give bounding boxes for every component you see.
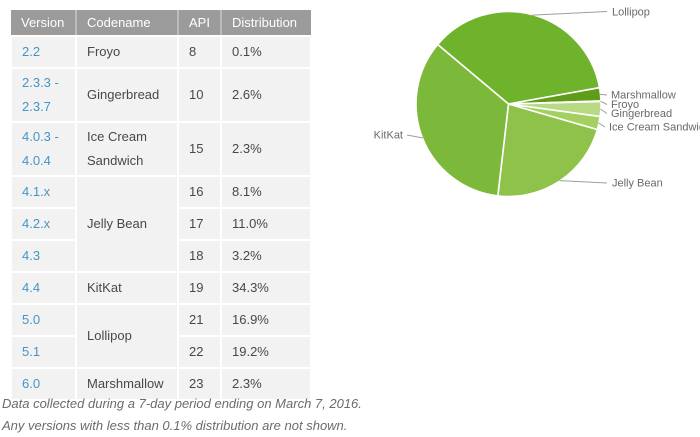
distribution-cell: 11.0% xyxy=(220,207,312,241)
pie-label-gingerbread: Gingerbread xyxy=(611,108,672,120)
table-row: 5.1 22 19.2% xyxy=(10,335,312,369)
pie-label-ice-cream-sandwich: Ice Cream Sandwich xyxy=(609,122,700,134)
distribution-cell: 2.3% xyxy=(220,121,312,177)
version-cell: 5.1 xyxy=(10,335,77,369)
table-row: 4.3 18 3.2% xyxy=(10,239,312,273)
api-cell: 8 xyxy=(177,35,222,69)
version-link[interactable]: 6.0 xyxy=(22,376,41,391)
version-cell: 4.2.x xyxy=(10,207,77,241)
codename-cell: Jelly Bean xyxy=(75,175,179,273)
pie-label-froyo: Froyo xyxy=(611,99,639,111)
column-header-version: Version xyxy=(11,10,76,37)
footnote-period: Data collected during a 7-day period end… xyxy=(2,396,362,411)
pie-leader-kitkat xyxy=(406,134,424,139)
api-cell: 17 xyxy=(177,207,222,241)
version-link[interactable]: 5.0 xyxy=(22,312,41,327)
pie-label-lollipop: Lollipop xyxy=(612,7,650,19)
table-row: 5.0 Lollipop 21 16.9% xyxy=(10,303,312,369)
column-header-codename: Codename xyxy=(75,10,178,37)
api-cell: 15 xyxy=(177,121,222,177)
api-cell: 10 xyxy=(177,67,222,123)
version-cell: 4.4 xyxy=(10,271,77,305)
version-cell: 2.3.3 - 2.3.7 xyxy=(10,67,77,123)
api-cell: 16 xyxy=(177,175,222,209)
footnote-threshold: Any versions with less than 0.1% distrib… xyxy=(2,418,348,433)
table-row: 4.2.x 17 11.0% xyxy=(10,207,312,241)
version-link[interactable]: 4.1.x xyxy=(22,184,51,199)
version-link[interactable]: 4.4 xyxy=(22,280,41,295)
table-row: 4.4 KitKat 19 34.3% xyxy=(10,271,312,305)
api-cell: 21 xyxy=(177,303,222,337)
version-cell: 4.3 xyxy=(10,239,77,273)
version-link[interactable]: 4.2.x xyxy=(22,216,51,231)
distribution-cell: 0.1% xyxy=(220,35,312,69)
table-row: 2.3.3 - 2.3.7 Gingerbread 10 2.6% xyxy=(10,67,312,123)
codename-cell: KitKat xyxy=(75,271,179,305)
api-cell: 19 xyxy=(177,271,222,305)
distribution-cell: 3.2% xyxy=(220,239,312,273)
version-cell: 6.0 xyxy=(10,367,77,401)
version-link[interactable]: 2.2 xyxy=(22,44,41,59)
version-link[interactable]: 4.0.3 - 4.0.4 xyxy=(22,129,59,168)
pie-leader-gingerbread xyxy=(600,108,608,114)
pie-label-kitkat: KitKat xyxy=(374,130,403,142)
table-header-row: Version Codename API Distribution xyxy=(11,10,311,37)
api-cell: 22 xyxy=(177,335,222,369)
column-header-api: API xyxy=(177,10,221,37)
pie-label-marshmallow: Marshmallow xyxy=(611,90,676,102)
pie-label-jelly-bean: Jelly Bean xyxy=(612,178,663,190)
distribution-cell: 8.1% xyxy=(220,175,312,209)
version-cell: 5.0 xyxy=(10,303,77,337)
table-row: 4.0.3 - 4.0.4 Ice Cream Sandwich 15 2.3% xyxy=(10,121,312,177)
version-link[interactable]: 5.1 xyxy=(22,344,41,359)
distribution-cell: 16.9% xyxy=(220,303,312,337)
column-header-distribution: Distribution xyxy=(220,10,311,37)
distribution-cell: 2.3% xyxy=(220,367,312,401)
pie-leader-jelly-bean xyxy=(559,180,608,184)
table-row: 6.0 Marshmallow 23 2.3% xyxy=(10,367,312,401)
api-cell: 18 xyxy=(177,239,222,273)
api-cell: 23 xyxy=(177,367,222,401)
table-row: 2.2 Froyo 8 0.1% xyxy=(10,35,312,69)
table-row: 4.1.x Jelly Bean 16 8.1% xyxy=(10,175,312,273)
pie-leader-froyo xyxy=(600,100,608,105)
pie-leader-ice-cream-sandwich xyxy=(598,122,606,128)
distribution-cell: 19.2% xyxy=(220,335,312,369)
version-cell: 4.1.x xyxy=(10,175,77,209)
codename-cell: Gingerbread xyxy=(75,67,179,123)
version-link[interactable]: 2.3.3 - 2.3.7 xyxy=(22,75,59,114)
distribution-cell: 34.3% xyxy=(220,271,312,305)
version-cell: 2.2 xyxy=(10,35,77,69)
codename-cell: Froyo xyxy=(75,35,179,69)
android-distribution-table: Version Codename API Distribution 2.2 Fr… xyxy=(10,10,312,401)
codename-cell: Lollipop xyxy=(75,303,179,369)
codename-cell: Marshmallow xyxy=(75,367,179,401)
distribution-cell: 2.6% xyxy=(220,67,312,123)
version-link[interactable]: 4.3 xyxy=(22,248,41,263)
footnotes: Data collected during a 7-day period end… xyxy=(2,393,362,437)
distribution-table: Version Codename API Distribution 2.2 Fr… xyxy=(10,10,312,401)
pie-leader-marshmallow xyxy=(599,93,608,96)
codename-cell: Ice Cream Sandwich xyxy=(75,121,179,177)
version-cell: 4.0.3 - 4.0.4 xyxy=(10,121,77,177)
pie-leader-lollipop xyxy=(532,11,608,16)
